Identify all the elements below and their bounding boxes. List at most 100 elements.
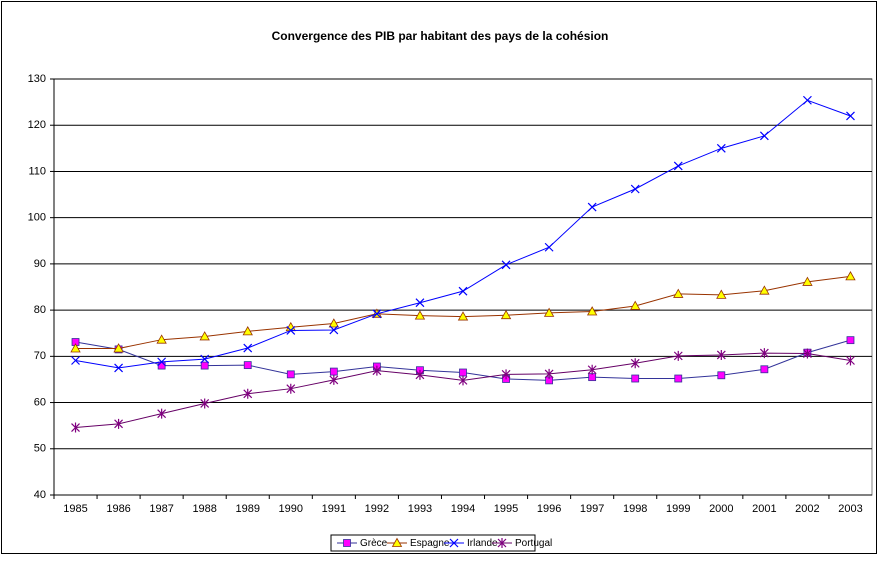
marker <box>113 343 124 353</box>
x-tick-label: 1997 <box>580 503 604 515</box>
marker <box>157 408 167 419</box>
y-tick-label: 100 <box>28 212 46 224</box>
marker <box>372 309 382 319</box>
marker <box>759 348 769 359</box>
marker <box>457 311 469 321</box>
marker <box>459 368 467 377</box>
marker <box>156 334 167 344</box>
x-tick-label: 2000 <box>709 503 733 515</box>
marker <box>328 318 340 328</box>
marker <box>630 358 640 369</box>
marker <box>802 95 812 105</box>
marker <box>243 343 253 353</box>
marker <box>372 365 382 376</box>
x-tick-label: 1987 <box>149 503 173 515</box>
marker <box>329 374 339 385</box>
y-tick-label: 70 <box>34 350 46 362</box>
chart-title: Convergence des PIB par habitant des pay… <box>272 29 609 43</box>
marker <box>199 331 210 341</box>
marker <box>544 242 554 252</box>
marker <box>414 310 426 320</box>
marker <box>242 326 253 336</box>
marker <box>587 364 597 375</box>
marker <box>630 184 640 194</box>
marker <box>286 326 296 335</box>
marker <box>114 418 124 429</box>
marker <box>415 298 425 308</box>
marker <box>286 370 295 379</box>
marker <box>846 336 855 345</box>
marker <box>674 374 683 383</box>
marker <box>587 202 597 212</box>
marker <box>759 131 769 141</box>
marker <box>286 383 296 394</box>
x-tick-label: 2001 <box>752 503 776 515</box>
legend-label: Espagne <box>410 538 450 549</box>
marker <box>586 306 598 316</box>
marker <box>501 369 511 380</box>
marker <box>501 260 511 270</box>
marker <box>70 343 81 353</box>
x-tick-label: 1989 <box>235 503 259 515</box>
marker <box>415 369 425 380</box>
x-tick-label: 1992 <box>365 503 389 515</box>
marker <box>200 361 209 370</box>
marker <box>543 307 555 317</box>
x-tick-label: 2002 <box>795 503 819 515</box>
marker <box>200 354 210 364</box>
y-tick-label: 40 <box>34 489 46 501</box>
marker <box>673 161 683 171</box>
x-tick-label: 1999 <box>666 503 690 515</box>
x-tick-label: 1988 <box>192 503 216 515</box>
marker <box>846 355 855 366</box>
marker <box>673 288 684 298</box>
marker <box>243 388 253 399</box>
x-tick-label: 1993 <box>408 503 432 515</box>
marker <box>343 539 351 547</box>
x-tick-label: 1986 <box>106 503 130 515</box>
y-tick-label: 50 <box>34 443 46 455</box>
marker <box>497 538 507 548</box>
marker <box>243 361 252 370</box>
x-tick-label: 1991 <box>322 503 346 515</box>
y-tick-label: 80 <box>34 304 46 316</box>
marker <box>846 111 855 121</box>
plot-area <box>53 78 873 496</box>
marker <box>458 286 468 296</box>
x-tick-label: 1998 <box>623 503 647 515</box>
marker <box>157 361 166 370</box>
marker <box>716 143 726 153</box>
marker <box>71 356 80 365</box>
marker <box>71 422 80 433</box>
marker <box>329 367 338 376</box>
marker <box>802 276 813 286</box>
y-tick-label: 90 <box>34 258 46 270</box>
marker <box>631 374 640 383</box>
marker <box>673 350 683 361</box>
marker <box>329 325 339 335</box>
x-tick-label: 1995 <box>494 503 518 515</box>
legend-box <box>330 534 536 552</box>
legend-label: Portugal <box>515 538 552 549</box>
x-tick-label: 1994 <box>451 503 475 515</box>
marker <box>716 289 727 299</box>
marker <box>759 285 770 295</box>
x-tick-label: 1985 <box>63 503 87 515</box>
legend: Grèce Espagne Irlande Portugal <box>330 534 552 552</box>
marker <box>458 375 468 386</box>
y-tick-label: 110 <box>28 165 46 177</box>
marker <box>716 349 726 360</box>
marker <box>391 537 403 547</box>
legend-label: Irlande <box>467 538 498 549</box>
marker <box>845 271 856 281</box>
marker <box>157 357 167 367</box>
y-tick-label: 60 <box>34 396 46 408</box>
marker <box>500 309 512 320</box>
marker <box>449 538 459 548</box>
legend-label: Grèce <box>360 538 388 549</box>
marker <box>630 300 641 310</box>
marker <box>802 348 812 359</box>
x-tick-label: 2003 <box>838 503 862 515</box>
marker <box>200 398 210 409</box>
